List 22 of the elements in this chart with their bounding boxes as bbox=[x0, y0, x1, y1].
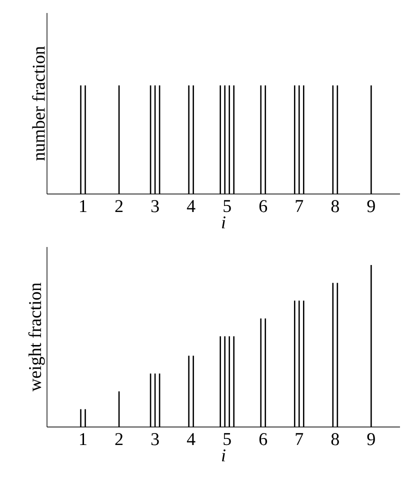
x-axis-title: i bbox=[222, 216, 226, 228]
x-tick-label: 7 bbox=[296, 433, 304, 445]
x-tick-label: 9 bbox=[367, 200, 375, 212]
x-tick-label: 1 bbox=[80, 433, 86, 446]
x-tick-label: 4 bbox=[186, 200, 196, 212]
x-tick-label: 2 bbox=[115, 200, 123, 212]
y-axis-title: weight fraction bbox=[28, 282, 45, 392]
x-tick-label: 6 bbox=[259, 200, 268, 212]
x-tick-label: 9 bbox=[367, 433, 375, 446]
x-tick-label: 5 bbox=[224, 433, 231, 446]
y-axis-title: number fraction bbox=[32, 46, 45, 161]
x-tick-label: 2 bbox=[115, 433, 123, 446]
x-axis-title: i bbox=[222, 449, 226, 462]
x-tick-label: 3 bbox=[151, 200, 159, 212]
x-tick-label: 8 bbox=[331, 433, 339, 446]
x-tick-label: 7 bbox=[296, 200, 304, 212]
x-tick-label: 1 bbox=[80, 200, 86, 212]
x-tick-label: 3 bbox=[151, 433, 159, 446]
x-tick-label: 4 bbox=[186, 433, 196, 445]
x-tick-label: 6 bbox=[259, 433, 268, 446]
x-tick-label: 8 bbox=[331, 200, 339, 212]
x-tick-label: 5 bbox=[224, 200, 231, 212]
